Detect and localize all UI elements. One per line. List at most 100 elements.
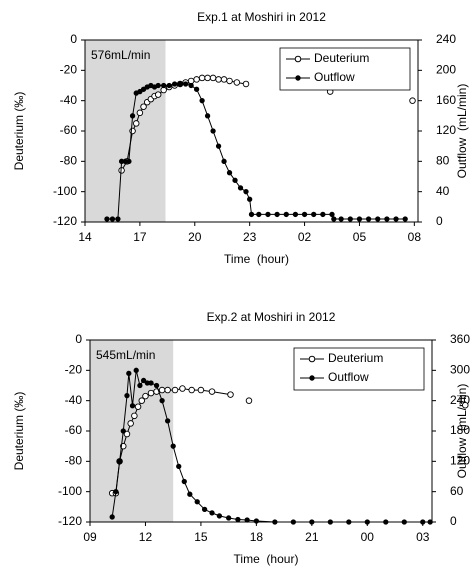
y-axis-label: Deuterium (‰)	[12, 92, 26, 171]
data-point	[290, 519, 297, 525]
data-point	[126, 158, 132, 164]
data-point	[172, 81, 178, 87]
data-point	[113, 489, 119, 495]
data-point	[154, 91, 162, 98]
highlight-band	[85, 40, 166, 222]
data-point	[338, 216, 344, 222]
y2-tick-label: 160	[436, 93, 456, 107]
data-point	[393, 216, 399, 222]
data-point	[265, 211, 271, 218]
x-tick-label: 15	[194, 530, 208, 544]
data-point	[127, 420, 134, 427]
y2-tick-label: 80	[436, 154, 450, 168]
highlight-band	[90, 340, 174, 522]
data-point	[253, 518, 260, 524]
data-point	[124, 392, 130, 399]
y2-tick-label: 120	[450, 454, 470, 468]
data-point	[220, 76, 228, 83]
data-point	[155, 82, 161, 89]
data-point	[383, 519, 389, 525]
data-point	[242, 80, 250, 88]
legend-label: Outflow	[314, 70, 355, 84]
x-tick-label: 00	[361, 530, 375, 544]
data-point	[209, 510, 215, 516]
data-point	[193, 86, 200, 92]
data-point	[153, 382, 160, 389]
x-tick-label: 18	[250, 530, 264, 544]
x-axis-label: Time (hour)	[224, 252, 289, 266]
data-point	[384, 216, 390, 222]
y2-tick-label: 200	[436, 63, 456, 77]
chart-title: Exp.1 at Moshiri in 2012	[197, 10, 326, 24]
data-point	[166, 82, 172, 89]
data-point	[140, 86, 147, 92]
data-point	[226, 170, 233, 176]
data-point	[209, 74, 217, 82]
data-point	[208, 388, 216, 395]
data-point	[148, 380, 154, 386]
data-point	[420, 519, 426, 525]
y2-tick-label: 240	[436, 32, 456, 46]
data-point	[347, 216, 353, 222]
data-point	[198, 74, 206, 82]
x-tick-label: 05	[353, 230, 367, 244]
y2-tick-label: 360	[450, 332, 470, 346]
x-tick-label: 21	[305, 530, 319, 544]
data-point	[210, 128, 216, 134]
y-tick-label: 0	[70, 32, 77, 46]
data-point	[226, 77, 233, 85]
data-point	[227, 391, 234, 398]
data-point	[248, 211, 255, 218]
data-point	[140, 377, 147, 384]
y2-tick-label: 0	[450, 514, 457, 528]
data-point	[402, 216, 408, 222]
data-point	[329, 211, 335, 218]
x-tick-label: 03	[416, 530, 430, 544]
data-point	[193, 76, 200, 83]
data-point	[132, 120, 140, 127]
x-tick-label: 17	[133, 230, 147, 244]
y-tick-label: -40	[60, 93, 78, 107]
y-tick-label: -20	[60, 63, 78, 77]
y-axis-label: Deuterium (‰)	[12, 392, 26, 471]
data-point	[364, 519, 370, 525]
data-point	[201, 506, 208, 513]
annotation: 545mL/min	[96, 348, 155, 362]
data-point	[331, 216, 337, 222]
data-point	[126, 370, 132, 377]
x-tick-label: 09	[83, 530, 97, 544]
legend-box	[293, 347, 425, 391]
data-point	[187, 491, 193, 497]
data-point	[365, 216, 372, 222]
data-point	[427, 519, 433, 525]
data-point	[134, 403, 142, 410]
data-point	[199, 98, 205, 104]
data-point	[136, 109, 144, 117]
data-point	[309, 519, 315, 525]
data-point	[301, 211, 308, 218]
data-point	[164, 418, 171, 424]
y2-tick-label: 60	[450, 484, 464, 498]
x-tick-label: 23	[243, 230, 257, 244]
x-axis-label: Time (hour)	[234, 552, 299, 566]
data-point	[164, 386, 171, 394]
data-point	[131, 412, 138, 420]
data-point	[256, 211, 262, 218]
data-point	[137, 382, 143, 389]
data-point	[233, 79, 241, 86]
data-point	[138, 397, 146, 404]
data-point	[197, 386, 205, 394]
y2-axis-label: Outflow (mL/min)	[455, 84, 469, 179]
data-point	[120, 428, 126, 434]
x-tick-label: 02	[298, 230, 312, 244]
data-point	[137, 88, 143, 95]
legend-marker	[309, 375, 315, 381]
data-point	[283, 211, 289, 218]
data-point	[177, 81, 183, 87]
y-tick-label: -120	[53, 214, 77, 228]
legend-label: Deuterium	[314, 51, 369, 65]
y2-axis-label: Outflow (mL/min)	[455, 384, 469, 479]
data-point	[182, 81, 189, 87]
data-point	[216, 513, 223, 519]
